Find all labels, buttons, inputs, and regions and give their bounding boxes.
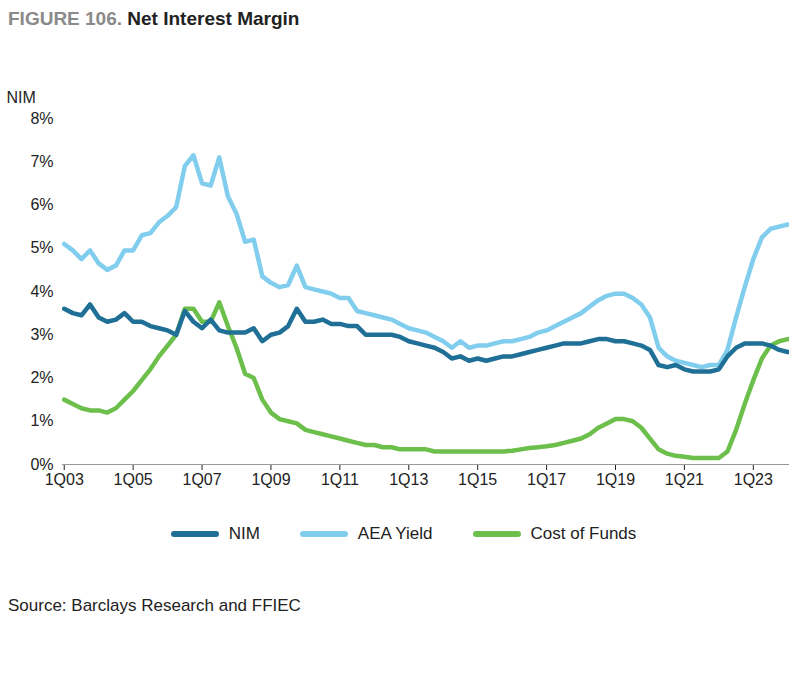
- svg-text:1Q23: 1Q23: [734, 471, 773, 488]
- html-text:Source: Barclays Research and: Source: Barclays Research and FFIEC: [8, 596, 301, 615]
- html-text:Cost of Funds: Cost of Funds: [530, 524, 637, 543]
- svg-text:1Q15: 1Q15: [458, 471, 497, 488]
- svg-text:1Q07: 1Q07: [182, 471, 221, 488]
- svg-text:1Q09: 1Q09: [251, 471, 290, 488]
- svg-text:1Q19: 1Q19: [596, 471, 635, 488]
- svg-text:5%: 5%: [30, 239, 53, 256]
- html-text:AEA Yield: AEA Yield: [357, 524, 433, 543]
- svg-text:1Q03: 1Q03: [45, 471, 84, 488]
- svg-text:7%: 7%: [30, 153, 53, 170]
- svg-text:4%: 4%: [30, 283, 53, 300]
- html-text:FIGURE 106. Net Interest Margi: FIGURE 106. Net Interest Margin: [8, 8, 300, 29]
- svg-text:1Q13: 1Q13: [389, 471, 428, 488]
- svg-text:1Q05: 1Q05: [114, 471, 153, 488]
- svg-text:2%: 2%: [30, 369, 53, 386]
- svg-text:6%: 6%: [30, 196, 53, 213]
- svg-text:3%: 3%: [30, 326, 53, 343]
- svg-text:NIM: NIM: [7, 89, 36, 106]
- html-text:NIM: NIM: [228, 524, 260, 543]
- svg-text:1Q11: 1Q11: [321, 471, 359, 488]
- svg-text:1Q17: 1Q17: [527, 471, 566, 488]
- svg-text:1Q21: 1Q21: [665, 471, 704, 488]
- svg-text:0%: 0%: [30, 455, 54, 473]
- svg-text:1%: 1%: [30, 412, 53, 429]
- svg-text:8%: 8%: [30, 110, 53, 127]
